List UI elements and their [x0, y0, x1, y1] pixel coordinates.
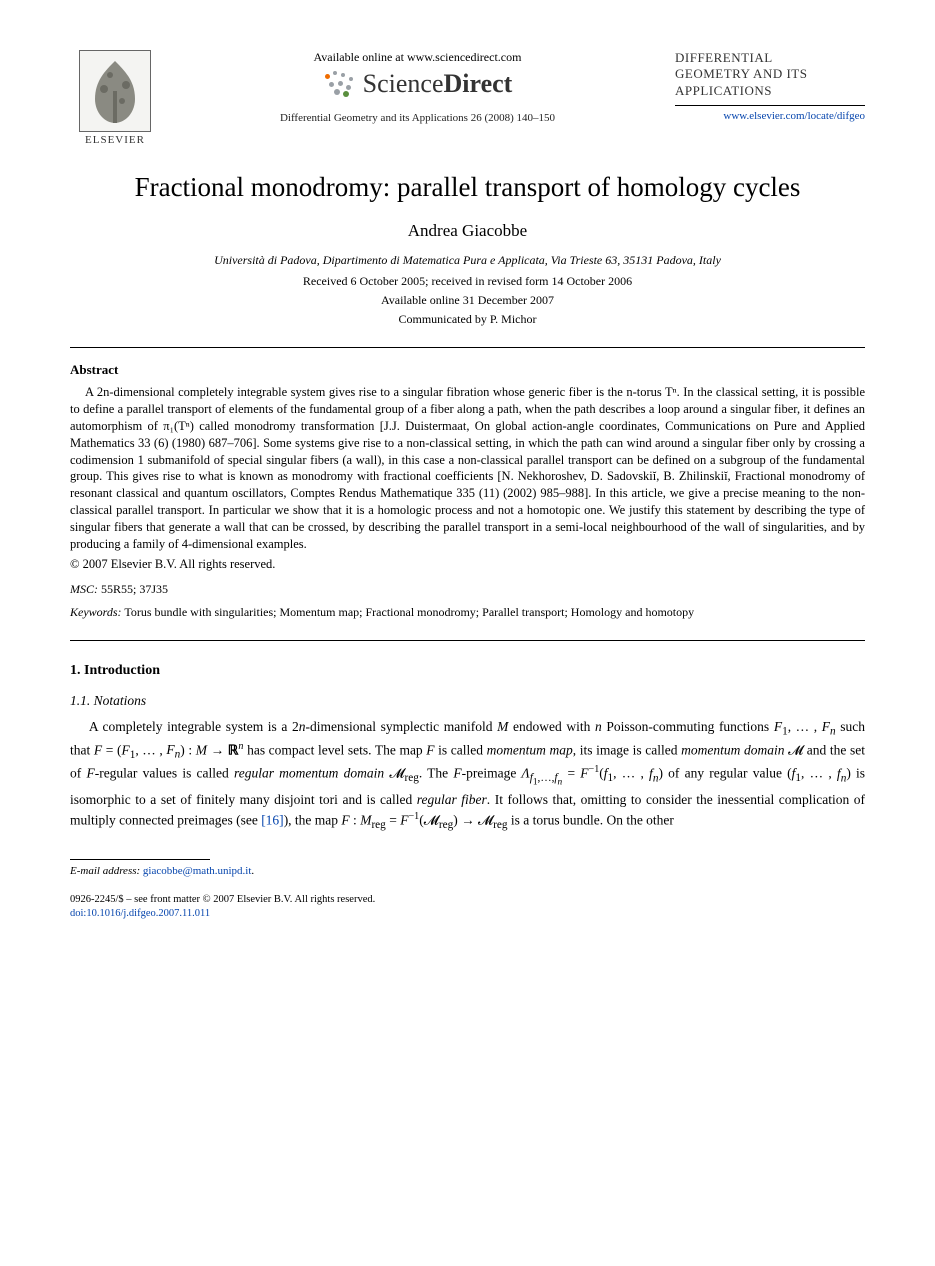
rule-after-keywords	[70, 640, 865, 641]
sd-word-bold: Direct	[444, 69, 513, 98]
journal-name-side: DIFFERENTIAL GEOMETRY AND ITS APPLICATIO…	[675, 50, 865, 99]
footer: 0926-2245/$ – see front matter © 2007 El…	[70, 893, 865, 921]
sd-wordmark: ScienceDirect	[363, 69, 513, 99]
keywords-label: Keywords:	[70, 605, 122, 619]
header-right: DIFFERENTIAL GEOMETRY AND ITS APPLICATIO…	[675, 50, 865, 122]
keywords-text: Torus bundle with singularities; Momentu…	[124, 605, 694, 619]
intro-paragraph: A completely integrable system is a 2n-d…	[70, 717, 865, 834]
sd-dots-icon	[323, 71, 357, 97]
section-1-heading: 1. Introduction	[70, 663, 865, 679]
keywords-line: Keywords: Torus bundle with singularitie…	[70, 605, 865, 620]
elsevier-logo-block: ELSEVIER	[70, 50, 160, 146]
received-dates: Received 6 October 2005; received in rev…	[70, 274, 865, 289]
rule-before-abstract	[70, 347, 865, 348]
section-1-1-heading: 1.1. Notations	[70, 693, 865, 709]
sd-word-light: Science	[363, 69, 444, 98]
msc-line: MSC: 55R55; 37J35	[70, 582, 865, 597]
footer-front-matter: 0926-2245/$ – see front matter © 2007 El…	[70, 893, 865, 907]
elsevier-label: ELSEVIER	[70, 134, 160, 146]
msc-label: MSC:	[70, 582, 98, 596]
available-online-text: Available online at www.sciencedirect.co…	[170, 50, 665, 65]
abstract-body: A 2n-dimensional completely integrable s…	[70, 384, 865, 553]
header-center: Available online at www.sciencedirect.co…	[160, 50, 675, 124]
side-line-3: APPLICATIONS	[675, 83, 865, 99]
communicated-by: Communicated by P. Michor	[70, 312, 865, 327]
side-line-2: GEOMETRY AND ITS	[675, 66, 865, 82]
email-label: E-mail address:	[70, 865, 140, 877]
sciencedirect-logo: ScienceDirect	[323, 69, 513, 99]
author-name: Andrea Giacobbe	[70, 221, 865, 241]
side-line-1: DIFFERENTIAL	[675, 50, 865, 66]
msc-codes: 55R55; 37J35	[101, 582, 168, 596]
affiliation: Università di Padova, Dipartimento di Ma…	[70, 253, 865, 268]
elsevier-tree-icon	[79, 50, 151, 132]
abstract-heading: Abstract	[70, 362, 865, 378]
author-email-link[interactable]: giacobbe@math.unipd.it	[143, 865, 252, 877]
doi-link[interactable]: doi:10.1016/j.difgeo.2007.11.011	[70, 908, 210, 919]
abstract-copyright: © 2007 Elsevier B.V. All rights reserved…	[70, 557, 865, 572]
online-date: Available online 31 December 2007	[70, 293, 865, 308]
page: ELSEVIER Available online at www.science…	[0, 0, 935, 962]
article-title: Fractional monodromy: parallel transport…	[70, 172, 865, 203]
journal-url-link[interactable]: www.elsevier.com/locate/difgeo	[675, 110, 865, 122]
side-rule	[675, 105, 865, 106]
footnote-rule	[70, 859, 210, 860]
journal-reference: Differential Geometry and its Applicatio…	[170, 112, 665, 124]
header-row: ELSEVIER Available online at www.science…	[70, 50, 865, 146]
citation-16-link[interactable]: [16]	[261, 812, 284, 827]
footnote-email: E-mail address: giacobbe@math.unipd.it.	[70, 864, 865, 879]
